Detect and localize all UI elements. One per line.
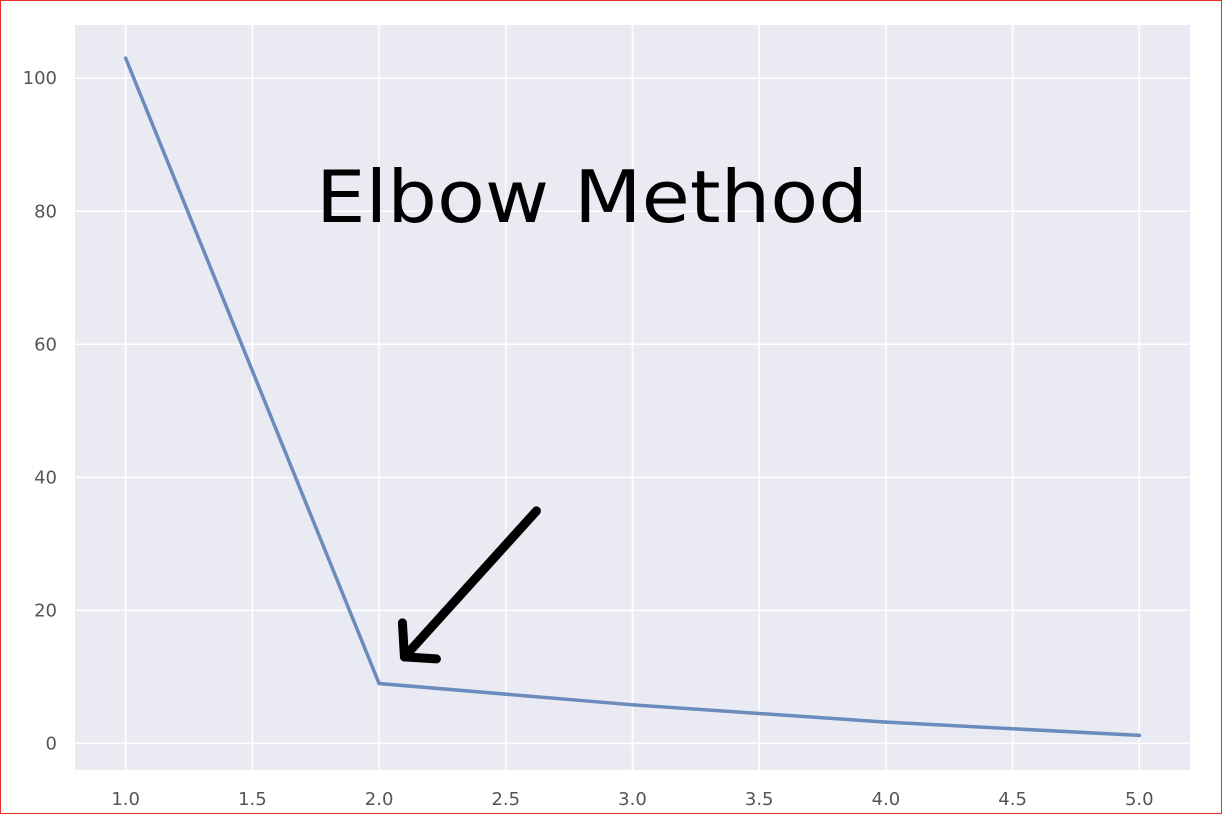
y-tick-label: 20 [34,600,57,621]
y-tick-label: 80 [34,201,57,222]
y-tick-label: 0 [46,733,57,754]
x-tick-label: 4.0 [872,789,901,810]
x-tick-label: 3.5 [745,789,774,810]
x-tick-label: 4.5 [998,789,1027,810]
y-axis-ticks: 0 20 40 60 80 100 [23,68,57,754]
data-point [884,720,888,724]
grid-lines [75,25,1190,770]
x-tick-label: 1.0 [111,789,140,810]
y-tick-label: 100 [23,68,57,89]
x-tick-label: 2.0 [365,789,394,810]
data-point [630,703,635,707]
y-tick-label: 40 [34,467,57,488]
x-tick-label: 1.5 [238,789,267,810]
annotation-text: Elbow Method [316,155,868,239]
annotation-arrow [397,506,541,664]
data-point [377,681,381,686]
x-tick-label: 2.5 [491,789,520,810]
data-point [1137,733,1142,738]
arrow-head [397,618,441,664]
arrow-shaft [399,506,541,662]
x-axis-ticks: 1.0 1.5 2.0 2.5 3.0 3.5 4.0 4.5 5.0 [111,789,1153,810]
x-tick-label: 3.0 [618,789,647,810]
x-tick-label: 5.0 [1125,789,1154,810]
data-point [123,56,128,61]
y-tick-label: 60 [34,334,57,355]
series-layer [123,56,1142,738]
